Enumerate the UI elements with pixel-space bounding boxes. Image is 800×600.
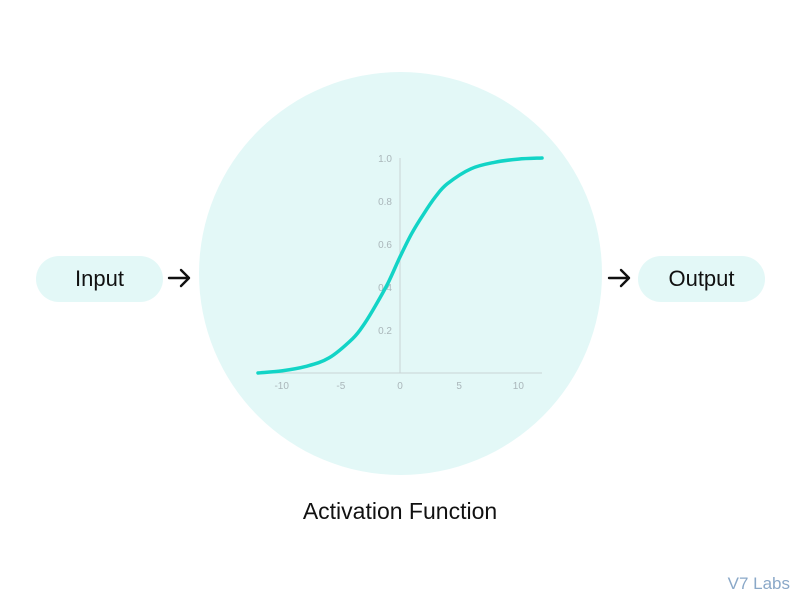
y-tick-label: 1.0 <box>378 154 392 165</box>
y-tick-label: 0.2 <box>378 326 392 337</box>
input-node: Input <box>36 256 163 302</box>
x-tick-label: 10 <box>513 381 525 392</box>
brand-watermark: V7 Labs <box>727 574 790 593</box>
x-tick-label: 0 <box>397 381 403 392</box>
sigmoid-curve <box>256 156 544 375</box>
right-arrow-icon <box>167 268 191 288</box>
diagram-caption: Activation Function <box>302 498 498 524</box>
right-arrow-icon <box>607 268 631 288</box>
x-tick-label: -5 <box>336 381 345 392</box>
y-tick-label: 0.6 <box>378 240 392 251</box>
output-label: Output <box>668 266 735 291</box>
output-node: Output <box>638 256 765 302</box>
x-tick-label: -10 <box>274 381 289 392</box>
input-label: Input <box>75 266 124 291</box>
x-tick-label: 5 <box>456 381 462 392</box>
y-tick-label: 0.8 <box>378 197 392 208</box>
